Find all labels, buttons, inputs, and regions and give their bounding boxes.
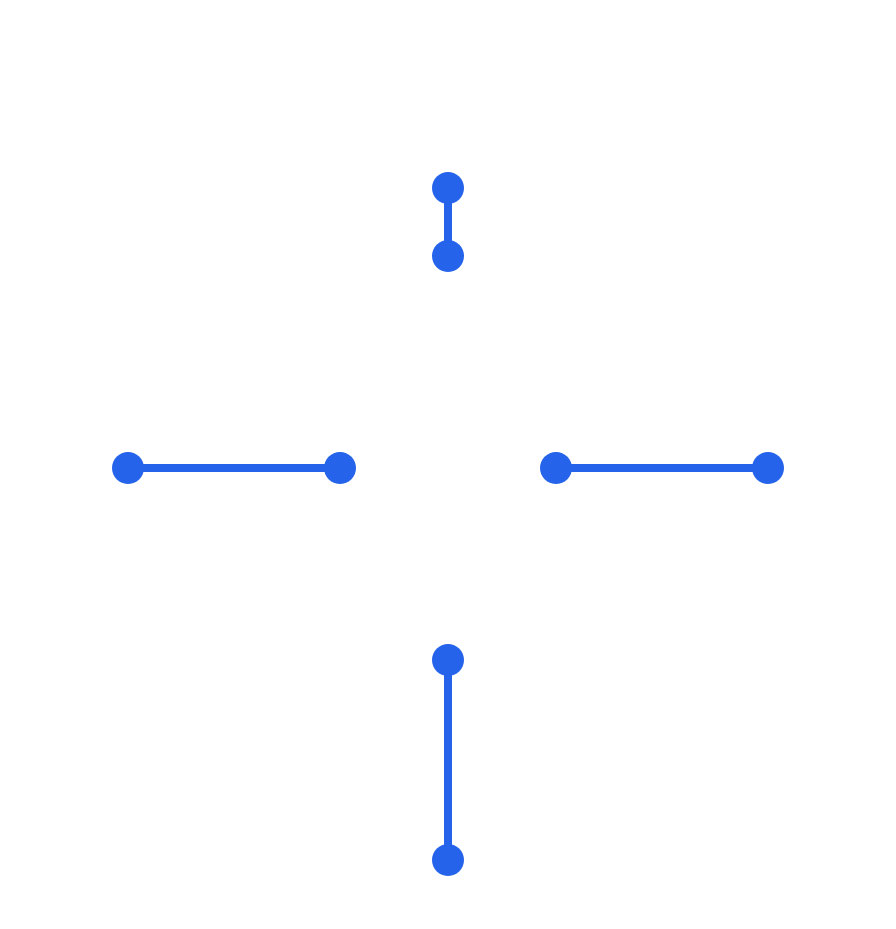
- segment-right: [540, 452, 784, 484]
- segment-left-end-point: [324, 452, 356, 484]
- segment-right-start-point: [540, 452, 572, 484]
- segment-right-end-point: [752, 452, 784, 484]
- segment-left: [112, 452, 356, 484]
- segment-bottom-end-point: [432, 844, 464, 876]
- segment-bottom-start-point: [432, 644, 464, 676]
- segment-top: [432, 172, 464, 272]
- segment-left-start-point: [112, 452, 144, 484]
- segment-bottom: [432, 644, 464, 876]
- segment-top-start-point: [432, 172, 464, 204]
- segment-top-end-point: [432, 240, 464, 272]
